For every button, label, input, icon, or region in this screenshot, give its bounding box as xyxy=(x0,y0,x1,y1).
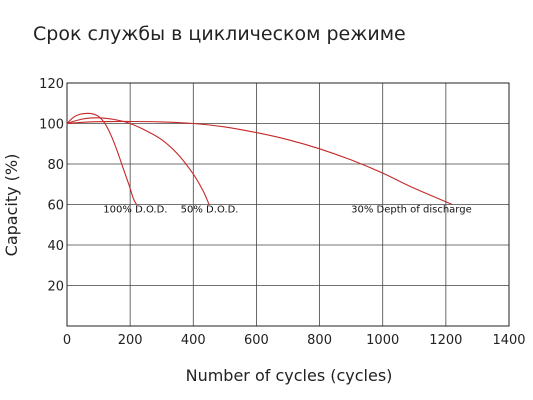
x-tick-label: 1400 xyxy=(492,333,525,348)
y-tick-label: 120 xyxy=(39,77,64,92)
series-lines xyxy=(66,112,453,206)
y-tick-label: 40 xyxy=(47,239,64,254)
series-annotation: 50% D.O.D. xyxy=(181,205,239,216)
series-annotation: 30% Depth of discharge xyxy=(351,205,472,216)
x-tick-label: 600 xyxy=(244,333,269,348)
x-tick-label: 0 xyxy=(63,333,71,348)
y-tick-label: 80 xyxy=(47,158,64,173)
x-tick-label: 800 xyxy=(307,333,332,348)
x-tick-label: 1200 xyxy=(429,333,462,348)
x-tick-label: 1000 xyxy=(366,333,399,348)
series-line xyxy=(66,117,210,205)
tick-labels: 0 200 400 600 800 1000 1200 1400 20 40 60 80 100 120 xyxy=(39,77,525,348)
series-annotation: 100% D.O.D. xyxy=(103,205,167,216)
chart-title: Срок службы в циклическом режиме xyxy=(33,23,406,45)
gridlines xyxy=(67,83,509,326)
annotations: 100% D.O.D. 50% D.O.D. 30% Depth of discha… xyxy=(103,205,471,216)
x-tick-label: 400 xyxy=(181,333,206,348)
y-tick-label: 60 xyxy=(47,199,64,214)
y-tick-label: 20 xyxy=(47,280,64,295)
y-tick-label: 100 xyxy=(39,118,64,133)
series-line xyxy=(66,112,137,205)
y-axis-label: Capacity (%) xyxy=(2,154,21,257)
x-axis-label: Number of cycles (cycles) xyxy=(186,366,393,385)
plot-frame xyxy=(66,82,510,327)
series-line xyxy=(66,120,453,206)
x-tick-label: 200 xyxy=(118,333,143,348)
